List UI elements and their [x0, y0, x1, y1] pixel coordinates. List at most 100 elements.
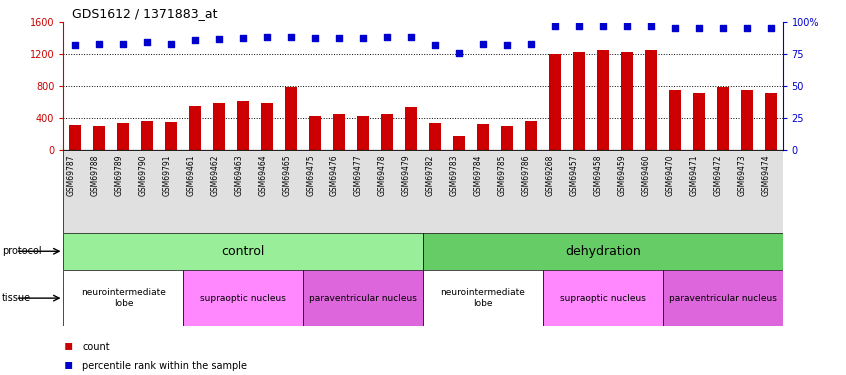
Bar — [285, 87, 297, 150]
Point — [764, 25, 777, 31]
Bar — [118, 123, 129, 150]
Point — [620, 23, 634, 29]
Bar — [596, 50, 609, 150]
Point — [308, 35, 321, 41]
Bar — [261, 103, 273, 150]
Bar — [165, 122, 178, 150]
Text: GSM69461: GSM69461 — [186, 154, 195, 196]
Bar — [645, 50, 656, 150]
Text: GSM69787: GSM69787 — [67, 154, 75, 196]
Bar — [357, 116, 369, 150]
Point — [92, 41, 106, 47]
Bar — [69, 124, 81, 150]
Bar — [309, 116, 321, 150]
Point — [189, 38, 202, 44]
Text: count: count — [82, 342, 110, 352]
Text: percentile rank within the sample: percentile rank within the sample — [82, 361, 247, 371]
Text: GSM69475: GSM69475 — [306, 154, 315, 196]
Text: GSM69782: GSM69782 — [426, 154, 435, 195]
Text: GSM69457: GSM69457 — [570, 154, 579, 196]
Point — [380, 33, 393, 39]
Text: GSM69783: GSM69783 — [450, 154, 459, 196]
Bar — [141, 120, 153, 150]
Text: GSM69789: GSM69789 — [114, 154, 124, 196]
Bar — [423, 270, 543, 326]
Text: ▪: ▪ — [63, 339, 73, 352]
Bar — [662, 270, 783, 326]
Text: GSM69786: GSM69786 — [522, 154, 531, 196]
Text: control: control — [222, 245, 265, 258]
Point — [667, 25, 681, 31]
Text: GSM69479: GSM69479 — [402, 154, 411, 196]
Point — [644, 23, 657, 29]
Text: dehydration: dehydration — [565, 245, 640, 258]
Point — [692, 25, 706, 31]
Point — [548, 23, 562, 29]
Bar — [621, 53, 633, 150]
Text: supraoptic nucleus: supraoptic nucleus — [560, 294, 645, 303]
Point — [500, 42, 514, 48]
Text: GSM69470: GSM69470 — [666, 154, 675, 196]
Text: ▪: ▪ — [63, 357, 73, 371]
Point — [524, 41, 537, 47]
Text: GDS1612 / 1371883_at: GDS1612 / 1371883_at — [72, 8, 217, 21]
Text: paraventricular nucleus: paraventricular nucleus — [668, 294, 777, 303]
Text: GSM69460: GSM69460 — [642, 154, 651, 196]
Text: neurointermediate
lobe: neurointermediate lobe — [81, 288, 166, 308]
Bar — [423, 232, 783, 270]
Point — [716, 25, 729, 31]
Text: GSM69464: GSM69464 — [258, 154, 267, 196]
Text: protocol: protocol — [2, 246, 41, 256]
Point — [452, 50, 465, 56]
Point — [236, 35, 250, 41]
Text: GSM69478: GSM69478 — [378, 154, 387, 196]
Text: GSM69268: GSM69268 — [546, 154, 555, 195]
Text: GSM69784: GSM69784 — [474, 154, 483, 196]
Bar — [693, 93, 705, 150]
Text: GSM69458: GSM69458 — [594, 154, 602, 196]
Bar — [501, 126, 513, 150]
Text: GSM69462: GSM69462 — [211, 154, 219, 196]
Point — [212, 36, 226, 42]
Point — [476, 41, 490, 47]
Point — [739, 25, 753, 31]
Text: GSM69463: GSM69463 — [234, 154, 244, 196]
Text: GSM69791: GSM69791 — [162, 154, 171, 196]
Point — [140, 39, 154, 45]
Bar — [93, 126, 106, 150]
Text: supraoptic nucleus: supraoptic nucleus — [201, 294, 286, 303]
Bar — [381, 114, 393, 150]
Text: GSM69472: GSM69472 — [714, 154, 722, 196]
Bar — [543, 270, 662, 326]
Bar — [303, 270, 423, 326]
Text: GSM69471: GSM69471 — [689, 154, 699, 196]
Point — [284, 33, 298, 39]
Bar — [717, 87, 728, 150]
Bar — [333, 114, 345, 150]
Text: neurointermediate
lobe: neurointermediate lobe — [441, 288, 525, 308]
Text: GSM69476: GSM69476 — [330, 154, 339, 196]
Bar — [63, 270, 184, 326]
Bar — [549, 54, 561, 150]
Bar — [190, 106, 201, 150]
Text: GSM69477: GSM69477 — [354, 154, 363, 196]
Text: GSM69459: GSM69459 — [618, 154, 627, 196]
Bar — [453, 136, 465, 150]
Point — [356, 35, 370, 41]
Point — [69, 42, 82, 48]
Point — [261, 33, 274, 39]
Bar — [573, 52, 585, 150]
Bar — [477, 124, 489, 150]
Bar — [765, 93, 777, 150]
Text: GSM69473: GSM69473 — [738, 154, 747, 196]
Bar — [184, 270, 303, 326]
Bar — [213, 103, 225, 150]
Point — [428, 42, 442, 48]
Bar — [237, 100, 250, 150]
Bar — [429, 123, 441, 150]
Bar — [740, 90, 753, 150]
Text: GSM69790: GSM69790 — [139, 154, 147, 196]
Text: GSM69474: GSM69474 — [761, 154, 771, 196]
Point — [572, 23, 585, 29]
Point — [332, 35, 346, 41]
